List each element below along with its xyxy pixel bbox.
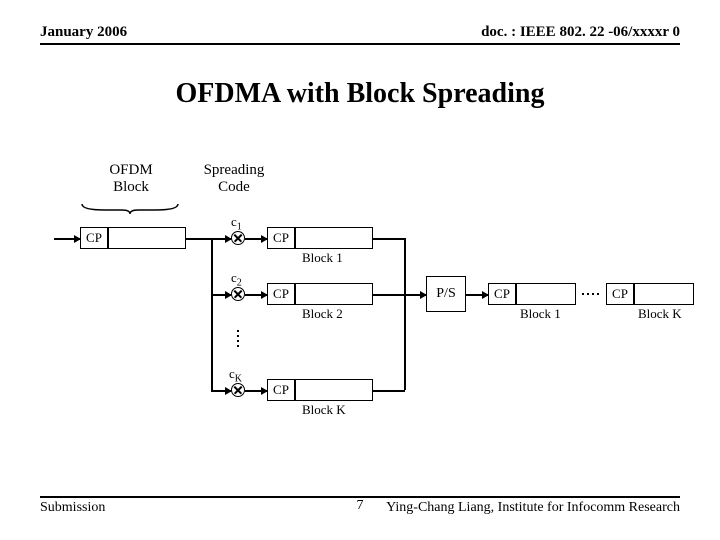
out1-cp-box: CP — [488, 283, 516, 305]
brace-icon — [80, 202, 180, 216]
slide-footer: Submission Ying-Chang Liang, Institute f… — [40, 496, 680, 516]
rK-block-label: Block K — [302, 402, 346, 418]
r1-block-label: Block 1 — [302, 250, 343, 266]
input-block-box — [108, 227, 186, 249]
block-diagram: OFDM Block Spreading Code CP c1 CP Block… — [0, 150, 720, 470]
mult-1 — [231, 231, 245, 245]
r2-block-box — [295, 283, 373, 305]
rK-out — [373, 390, 405, 392]
r2-cp-box: CP — [267, 283, 295, 305]
vdots-icon — [237, 330, 239, 347]
rK-block-box — [295, 379, 373, 401]
r1-cp-box: CP — [267, 227, 295, 249]
r1-block-box — [295, 227, 373, 249]
c1-label: c1 — [231, 214, 242, 233]
r2-out — [373, 294, 405, 296]
input-arrow — [54, 238, 80, 240]
header-date: January 2006 — [40, 24, 127, 41]
hdots-icon — [582, 293, 599, 295]
footer-right: Ying-Chang Liang, Institute for Infocomm… — [386, 500, 680, 516]
ofdm-block-label: OFDM Block — [96, 162, 166, 196]
c2-label: c2 — [231, 270, 242, 289]
mult-2 — [231, 287, 245, 301]
r1-out — [373, 238, 405, 240]
r2-to-mult — [211, 294, 231, 296]
rK-to-mult — [211, 390, 231, 392]
ps-box: P/S — [426, 276, 466, 312]
split-vline — [211, 238, 213, 390]
out1-block-box — [516, 283, 576, 305]
ps-out — [466, 294, 488, 296]
cK-label: cK — [229, 366, 242, 385]
r2-block-label: Block 2 — [302, 306, 343, 322]
line-input-out — [186, 238, 212, 240]
slide-header: January 2006 doc. : IEEE 802. 22 -06/xxx… — [40, 24, 680, 45]
r1-mult-out — [245, 238, 267, 240]
r1-to-mult — [211, 238, 231, 240]
rK-mult-out — [245, 390, 267, 392]
outK-block-box — [634, 283, 694, 305]
r2-mult-out — [245, 294, 267, 296]
into-ps — [404, 294, 426, 296]
spreading-code-label: Spreading Code — [194, 162, 274, 196]
merge-vline — [404, 238, 406, 390]
header-doc: doc. : IEEE 802. 22 -06/xxxxr 0 — [481, 24, 680, 41]
out1-block-label: Block 1 — [520, 306, 561, 322]
outK-block-label: Block K — [638, 306, 682, 322]
footer-left: Submission — [40, 500, 105, 516]
input-cp-box: CP — [80, 227, 108, 249]
outK-cp-box: CP — [606, 283, 634, 305]
rK-cp-box: CP — [267, 379, 295, 401]
slide-title: OFDMA with Block Spreading — [0, 78, 720, 110]
mult-K — [231, 383, 245, 397]
